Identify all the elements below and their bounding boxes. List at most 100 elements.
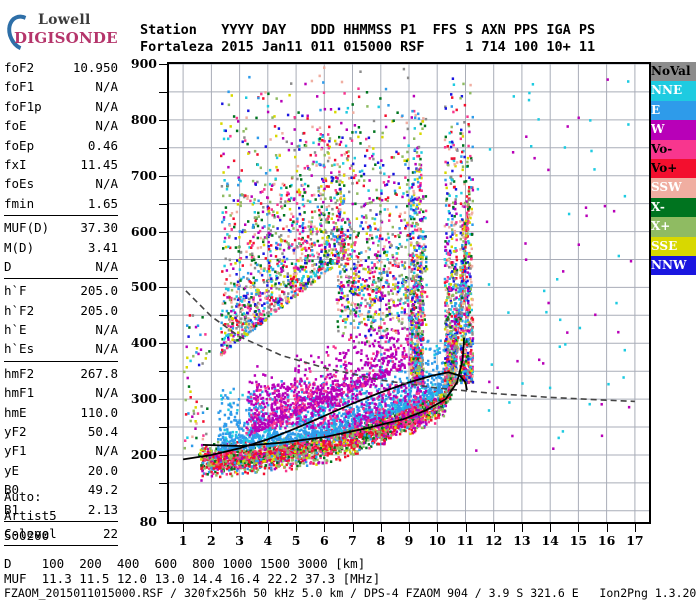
param-key: h`Es [4,341,35,357]
footer-info: FZAOM_2015011015000.RSF / 320fx256h 50 k… [4,586,697,600]
param-value: N/A [95,79,118,95]
param-key: foF1 [4,79,35,95]
param-key: M(D) [4,239,35,255]
legend-item-vo-[interactable]: Vo- [648,139,696,159]
param-value: 22 [102,525,118,541]
logo-digisonde-text: DIGISONDE [14,29,118,47]
param-key: foEp [4,137,35,153]
auto-label: Auto: [4,489,42,504]
legend-item-noval[interactable]: NoVal [648,62,696,82]
y-tick-label: 900 [130,56,157,71]
param-value: N/A [95,443,118,459]
param-row: B0 49.2 [4,480,118,499]
y-tick [159,175,167,177]
legend-item-nne[interactable]: NNE [648,81,696,101]
x-tick [183,524,185,532]
param-value: 37.30 [80,220,118,236]
legend-item-vo-[interactable]: Vo+ [648,158,696,179]
param-row: h`F2 205.0 [4,301,118,320]
legend-item-ssw[interactable]: SSW [648,178,696,198]
trace-curves [182,290,635,461]
param-key: h`E [4,322,27,338]
x-tick [267,524,269,532]
x-tick-label: 10 [428,533,446,548]
legend-item-nnw[interactable]: NNW [648,255,696,276]
param-value: 0.46 [87,137,118,153]
legend-item-x-[interactable]: X+ [648,217,696,237]
parameter-table: foF2 10.950 foF1 N/A foF1p N/A foE N/A foEp 0.46 f… [4,58,118,548]
param-row: hmF1 N/A [4,383,118,402]
muf-row: MUF 11.3 11.5 12.0 13.0 14.4 16.4 22.2 3… [4,571,381,586]
header-line-1: Station YYYY DAY DDD HHMMSS P1 FFS S AXN… [140,22,596,38]
y-axis: 200 300 400 500 600 700 800 900 80 [118,56,167,529]
x-tick-label: 6 [319,533,329,548]
x-tick [634,524,636,532]
param-value: 11.45 [80,156,118,172]
y-tick [159,231,167,233]
x-tick [352,524,354,532]
y-tick [159,119,167,121]
y-tick [159,203,167,205]
param-key: yE [4,462,20,478]
legend-item-x-[interactable]: X- [648,197,696,218]
x-tick-label: 16 [597,533,616,548]
param-row: h`F 205.0 [4,281,118,300]
x-tick [606,524,608,532]
y-tick [159,399,167,401]
param-row: hmF2 267.8 [4,364,118,383]
x-tick [521,524,523,532]
param-key: yF2 [4,424,27,440]
x-tick [324,524,326,532]
param-value: N/A [95,322,118,338]
x-tick [493,524,495,532]
param-row: B1 2.13 [4,500,118,519]
legend-item-w[interactable]: W [648,120,696,140]
x-tick-label: 12 [484,533,503,548]
y-tick [159,482,167,484]
x-tick-label: 17 [626,533,644,548]
param-divider [4,278,118,280]
x-tick-label: 14 [541,533,559,548]
y-tick [159,315,167,317]
y-tick [159,427,167,428]
param-key: B1 [4,501,20,517]
param-key: hmF2 [4,365,35,381]
x-tick [465,524,467,532]
x-tick-label: 1 [178,533,188,548]
param-key: h`F [4,283,27,299]
x-tick-label: 2 [207,533,216,548]
y-tick-label: 600 [130,223,157,239]
param-key: B0 [4,482,20,498]
param-row: h`Es N/A [4,339,118,358]
param-value: 1.65 [87,195,118,211]
param-key: yF1 [4,443,27,459]
auto-program: Artist5 [4,508,57,524]
legend-item-sse[interactable]: SSE [648,236,696,256]
param-row: foF1 N/A [4,77,118,96]
y-tick [159,91,167,93]
y-tick-label: 700 [130,167,157,183]
param-divider [4,360,118,362]
y-tick [159,259,167,261]
y-tick-label: 400 [130,335,157,351]
auto-scaling-block: Auto: Artist5 500200 [4,487,57,545]
y-tick [159,64,167,65]
param-value: 267.8 [80,365,118,381]
param-value: 3.41 [87,239,118,255]
param-value: N/A [95,176,118,192]
param-row: MUF(D) 37.30 [4,218,118,237]
lowell-digisonde-logo: Lowell DIGISONDE [1,8,126,57]
polarization-legend: NoVal NNE E W Vo- Vo+ SSW X- X+ SSE NNW [648,62,696,276]
param-value: N/A [95,118,118,134]
header-line-2: Fortaleza 2015 Jan11 011 015000 RSF 1 71… [140,39,596,55]
y-tick-label: 500 [130,279,157,295]
x-tick [409,524,410,532]
x-tick [550,524,552,532]
y-tick [159,371,167,373]
station-header: Station YYYY DAY DDD HHMMSS P1 FFS S AXN… [140,22,595,56]
param-row: yF1 N/A [4,441,118,460]
y-tick-label: 200 [130,447,157,462]
legend-item-e[interactable]: E [648,100,696,121]
param-key: D [4,258,12,274]
